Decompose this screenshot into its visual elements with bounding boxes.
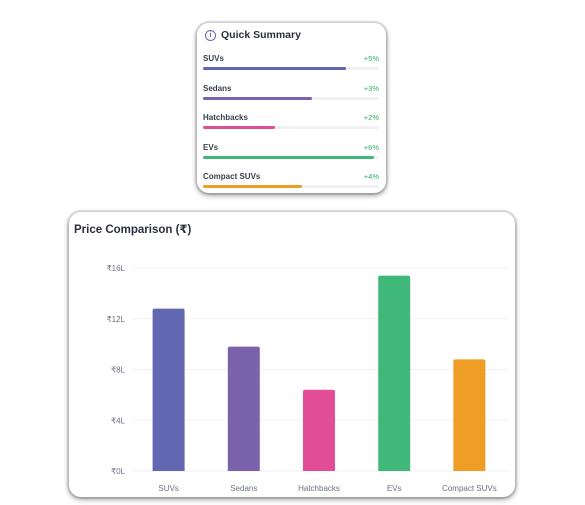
quick-summary-title: Quick Summary: [221, 29, 301, 41]
x-tick-label: EVs: [387, 484, 402, 493]
y-tick-label: ₹16L: [107, 264, 126, 273]
progress-fill: [203, 185, 302, 189]
progress-track: [203, 185, 379, 189]
summary-row-change: +6%: [363, 142, 379, 152]
summary-row: Compact SUVs +4%: [203, 172, 379, 196]
summary-row: Sedans +3%: [203, 84, 379, 108]
x-tick-label: Sedans: [230, 484, 257, 493]
summary-row-change: +2%: [363, 113, 379, 123]
bar-evs[interactable]: [378, 275, 411, 471]
progress-track: [203, 155, 379, 159]
y-tick-label: ₹0L: [111, 467, 126, 476]
progress-track: [203, 67, 379, 70]
progress-fill: [203, 155, 374, 159]
price-comparison-card: Price Comparison (₹) ₹0L ₹4L ₹8L ₹12L ₹16L SU…: [69, 212, 515, 497]
summary-row-change: +4%: [363, 172, 379, 182]
progress-track: [203, 126, 379, 130]
bar-hatchbacks[interactable]: [303, 389, 335, 471]
progress-fill: [203, 96, 313, 100]
x-tick-label: Compact SUVs: [442, 484, 497, 493]
progress-fill: [203, 67, 346, 70]
x-tick-label: SUVs: [158, 484, 178, 493]
summary-row-label: EVs: [203, 142, 219, 152]
summary-row-change: +5%: [363, 54, 379, 63]
bar-sedans[interactable]: [227, 346, 260, 471]
quick-summary-header: i Quick Summary: [205, 29, 301, 41]
info-icon: i: [205, 29, 216, 41]
y-tick-label: ₹8L: [111, 366, 126, 375]
summary-row-label: SUVs: [203, 54, 224, 63]
y-tick-label: ₹12L: [107, 315, 126, 324]
summary-row-label: Hatchbacks: [203, 113, 248, 123]
progress-track: [203, 96, 379, 100]
y-tick-label: ₹4L: [111, 416, 126, 425]
price-comparison-chart: ₹0L ₹4L ₹8L ₹12L ₹16L SUVs Sedans Hatchbacks EVs…: [107, 264, 509, 493]
summary-row: Hatchbacks +2%: [203, 113, 379, 137]
bar-suvs[interactable]: [152, 308, 185, 471]
progress-fill: [203, 126, 276, 130]
summary-row: SUVs +5%: [203, 54, 379, 78]
summary-row-change: +3%: [363, 83, 379, 93]
x-tick-label: Hatchbacks: [298, 484, 340, 493]
summary-row: EVs +6%: [203, 143, 379, 167]
chart-title: Price Comparison (₹): [74, 224, 192, 236]
summary-row-label: Compact SUVs: [203, 172, 261, 182]
summary-row-label: Sedans: [203, 83, 232, 93]
bar-compact-suvs[interactable]: [453, 359, 486, 471]
quick-summary-card: i Quick Summary SUVs +5% Sedans +3% Hatchbac…: [197, 23, 386, 193]
